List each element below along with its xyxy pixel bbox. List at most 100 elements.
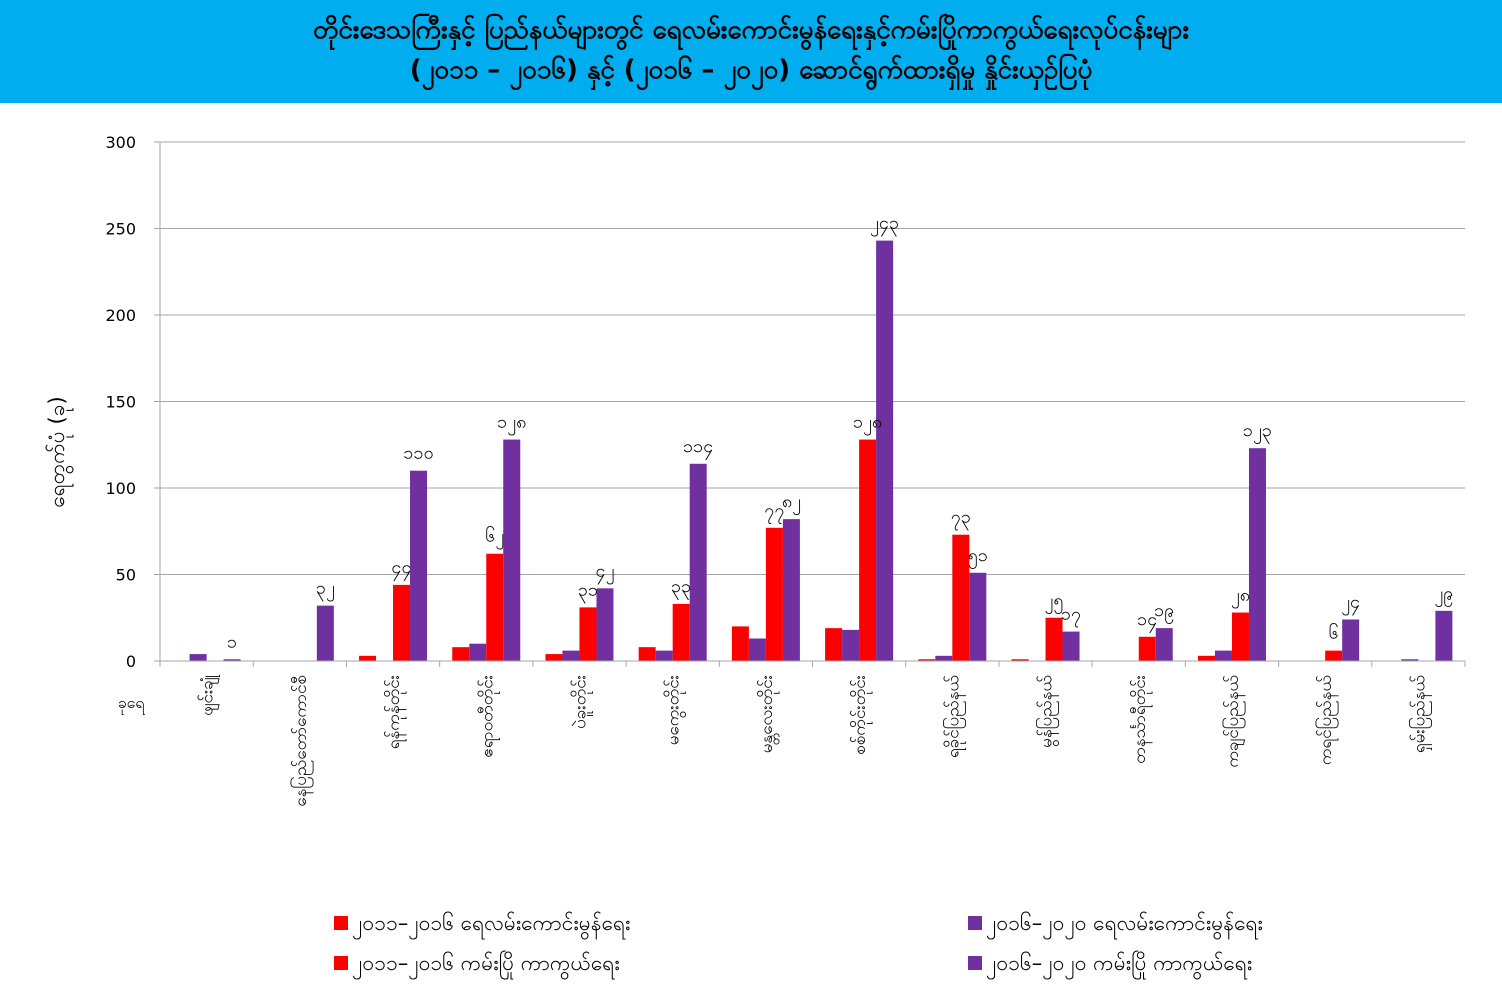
data-label: ၁၂၃ [1243, 420, 1272, 444]
x-tick-label: ကချင်ပြည်နယ် [1221, 675, 1246, 768]
legend-label: ၂၀၁၆–၂၀၂၀ ရေလမ်းကောင်းမွန်ရေး [986, 911, 1263, 935]
legend-item-4: ၂၀၁၆–၂၀၂၀ ကမ်းပြို ကာကွယ်ရေး [968, 947, 1252, 977]
bar [359, 655, 377, 661]
bar [223, 659, 241, 661]
chart-title-line-2: (၂၀၁၁ – ၂၀၁၆) နှင့် (၂၀၁၆ – ၂၀၂၀) ဆောင်ရ… [409, 55, 1093, 85]
axes [159, 142, 1466, 667]
bar [765, 527, 783, 661]
y-tick-label: 0 [126, 652, 136, 671]
bar [782, 519, 800, 661]
data-label: ၁၁၀ [403, 443, 433, 464]
bar [452, 647, 470, 661]
bar [1231, 612, 1249, 661]
data-label: ၁၉ [1154, 600, 1174, 624]
bar [935, 655, 953, 661]
y-tick-label: 250 [105, 220, 136, 239]
chart-title-line-1: တိုင်းဒေသကြီးနှင့် ပြည်နယ်များတွင် ရေလမ်… [313, 15, 1189, 45]
data-label: ၁၄ [1137, 609, 1157, 633]
x-tick-label: စစ်ကိုင်းတိုင်း [850, 675, 873, 755]
y-tick-label: 150 [105, 393, 136, 412]
data-label: ၂၈ [1231, 585, 1250, 609]
bar [393, 584, 411, 661]
x-tick-label: မကွေးတိုင်း [664, 675, 687, 745]
data-label: ၅၁ [968, 545, 988, 569]
legend-item-1: ၂၀၁၁–၂၀၁၆ ရေလမ်းကောင်းမွန်ရေး [334, 907, 630, 937]
x-tick-label: မွန်ပြည်နယ် [1035, 675, 1060, 748]
y-tick-label: 50 [116, 566, 136, 585]
y-tick-label: 200 [105, 306, 136, 325]
bar [672, 603, 690, 661]
legend-item-3: ၂၀၁၁–၂၀၁၆ ကမ်းပြို ကာကွယ်ရေး [334, 947, 620, 977]
y-tick-label: 300 [105, 133, 136, 152]
x-tick-label: ဧရာဝတီတိုင်း [477, 675, 500, 758]
x-axis-ticks: ဖျင်းချုံ နေပြည်တော်ကောင်စီ ရန်ကုန်တိုင်း ဧ… [198, 673, 1433, 806]
legend-swatch-red [334, 956, 348, 970]
gridlines [160, 141, 1465, 575]
data-label: ၂၄၃ [870, 213, 899, 237]
bar [596, 588, 614, 661]
data-label: ၇၇ [764, 500, 784, 524]
bar [469, 643, 487, 661]
data-label: ၃၂ [316, 578, 335, 602]
bar [842, 629, 860, 661]
bar [859, 439, 877, 661]
legend-label: ၂၀၁၁–၂၀၁၆ ကမ်းပြို ကာကွယ်ရေး [352, 951, 620, 975]
legend-swatch-red [334, 916, 348, 930]
x-tick-label: ရခိုင်ပြည်နယ် [941, 675, 966, 758]
x-tick-label: မန္တလေးတိုင်း [757, 675, 780, 753]
data-label: ၁၂၈ [497, 412, 526, 436]
data-label: ၂၅ [1045, 590, 1064, 614]
bar [579, 607, 597, 661]
data-label: ၆၂ [485, 526, 504, 550]
x-tick-label: တနင်္သာရီတိုင်း [1130, 675, 1153, 764]
bar [189, 654, 207, 661]
x-tick-label: ရှမ်းပြည်နယ် [1407, 675, 1432, 753]
x-tick-label: ရန်ကုန်တိုင်း [384, 675, 407, 749]
bar [1062, 631, 1080, 661]
data-label: ၁၇ [1061, 604, 1081, 628]
data-label: ၁၂၈ [853, 412, 882, 436]
bar [562, 650, 580, 661]
x-tick-label: ကရင်ပြည်နယ် [1314, 675, 1339, 765]
bar [969, 572, 987, 661]
bar [1197, 655, 1215, 661]
data-label: ၄၂ [595, 560, 614, 584]
bar [748, 638, 766, 661]
y-axis-ticks: 0 50 100 150 200 250 300 [105, 133, 160, 671]
bar [1401, 659, 1419, 661]
bar [655, 650, 673, 661]
bar [689, 463, 707, 661]
legend-label: ၂၀၁၆–၂၀၂၀ ကမ်းပြို ကာကွယ်ရေး [986, 951, 1253, 975]
bar [1155, 628, 1173, 661]
bar [638, 647, 656, 661]
data-label: ၂၄ [1341, 591, 1360, 615]
legend-swatch-purple [968, 916, 982, 930]
legend-item-2: ၂၀၁၆–၂၀၂၀ ရေလမ်းကောင်းမွန်ရေး [968, 907, 1263, 937]
bar [1435, 610, 1453, 661]
bar [1325, 650, 1343, 661]
data-label: ၆ [1329, 623, 1339, 644]
bar [731, 626, 749, 661]
bar [1248, 448, 1266, 661]
data-label: ၂၉ [1434, 583, 1453, 607]
x-tick-label: နေပြည်တော်ကောင်စီ [289, 675, 314, 807]
data-label: ၈၂ [782, 491, 801, 515]
bar [410, 470, 428, 661]
data-label: ၁ [227, 631, 237, 652]
bar [486, 553, 504, 661]
bar [1214, 650, 1232, 661]
data-label: ၃၁ [578, 579, 598, 603]
bar [1011, 659, 1029, 661]
y-tick-label: 100 [105, 479, 136, 498]
bar [316, 605, 334, 661]
data-label: ၄၄ [391, 557, 411, 581]
data-label: ၇၃ [951, 507, 971, 531]
x-tick-label: ဖျင်းချုံ [198, 673, 221, 715]
bar [918, 659, 936, 661]
bar [545, 654, 563, 661]
title-banner: တိုင်းဒေသကြီးနှင့် ပြည်နယ်များတွင် ရေလမ်… [0, 0, 1502, 103]
x-axis-title: ခုရေ [118, 693, 147, 715]
data-label: ၃၃ [671, 576, 691, 600]
